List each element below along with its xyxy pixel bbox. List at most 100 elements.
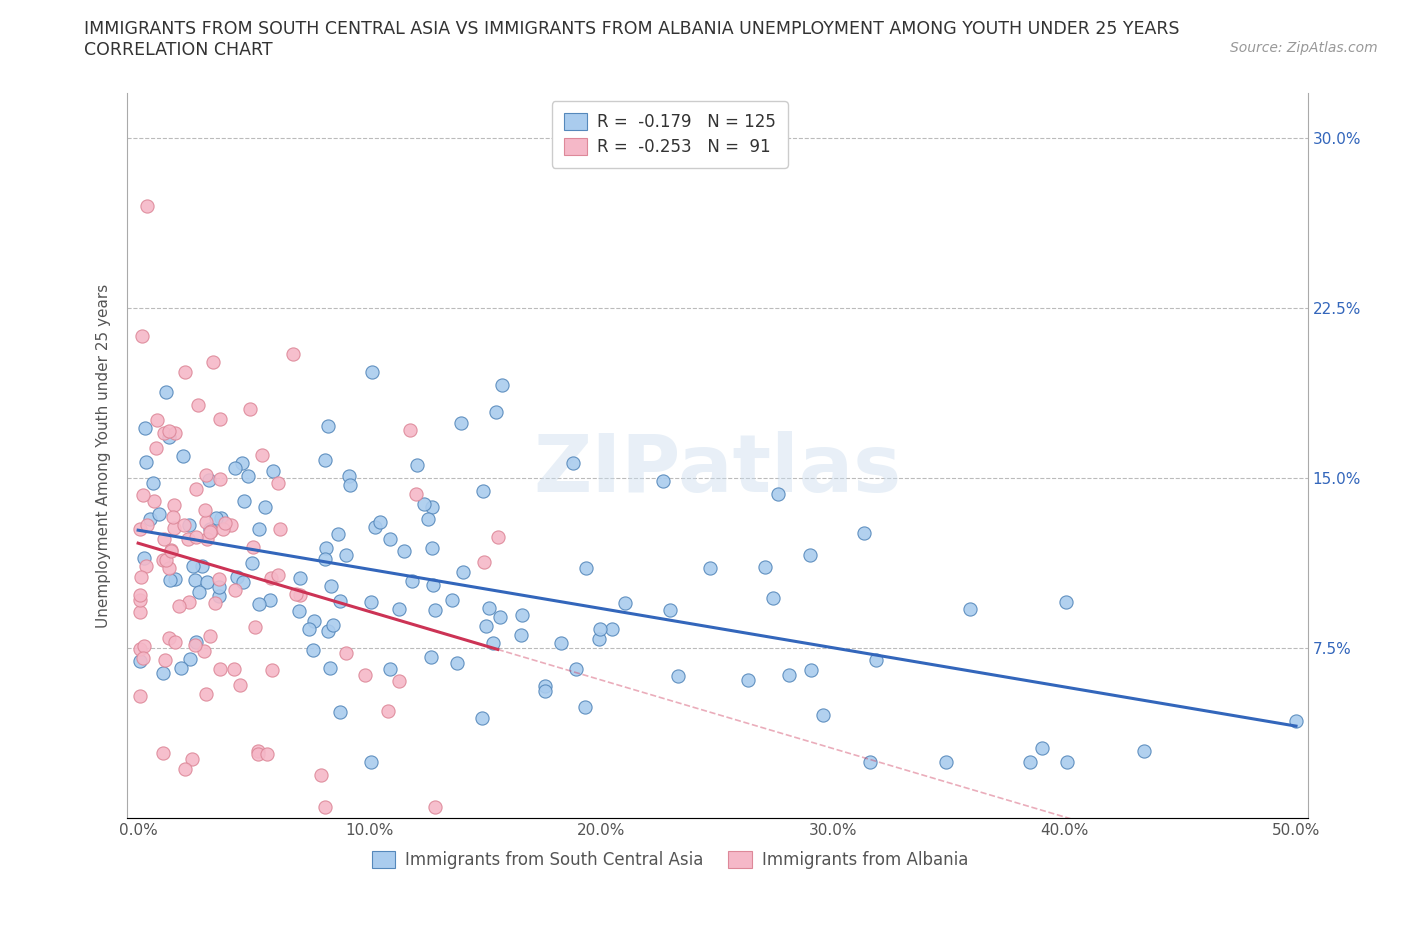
Point xyxy=(360,594,382,609)
Point xyxy=(229,678,252,693)
Point xyxy=(262,464,284,479)
Point xyxy=(247,597,270,612)
Point xyxy=(491,378,513,392)
Point xyxy=(204,595,226,610)
Point xyxy=(368,514,391,529)
Point xyxy=(260,663,283,678)
Point xyxy=(489,609,512,624)
Point xyxy=(484,405,506,419)
Point xyxy=(135,455,157,470)
Point xyxy=(172,448,194,463)
Point xyxy=(302,613,325,628)
Point xyxy=(160,542,183,557)
Point xyxy=(177,532,200,547)
Point xyxy=(288,604,311,618)
Point xyxy=(169,599,191,614)
Point xyxy=(475,618,498,633)
Point xyxy=(155,385,177,400)
Point xyxy=(441,592,464,607)
Point xyxy=(316,418,339,433)
Point xyxy=(173,517,195,532)
Point xyxy=(335,645,357,660)
Point xyxy=(337,469,360,484)
Point xyxy=(575,560,598,575)
Point xyxy=(778,668,800,683)
Point xyxy=(186,482,208,497)
Point xyxy=(131,488,153,503)
Point xyxy=(360,365,382,379)
Point xyxy=(239,402,262,417)
Point xyxy=(131,328,153,343)
Point xyxy=(311,767,333,782)
Text: CORRELATION CHART: CORRELATION CHART xyxy=(84,41,273,59)
Point xyxy=(148,507,170,522)
Point xyxy=(651,473,673,488)
Point xyxy=(247,522,270,537)
Point xyxy=(163,521,186,536)
Point xyxy=(1054,595,1077,610)
Point xyxy=(222,661,245,676)
Point xyxy=(135,518,157,533)
Point xyxy=(129,604,152,619)
Point xyxy=(423,602,446,617)
Point xyxy=(561,456,583,471)
Point xyxy=(195,514,218,529)
Point xyxy=(198,521,221,536)
Point xyxy=(589,622,612,637)
Point xyxy=(399,422,422,437)
Point xyxy=(179,595,201,610)
Point xyxy=(252,448,274,463)
Point xyxy=(285,587,308,602)
Point xyxy=(1031,740,1053,755)
Point xyxy=(425,800,447,815)
Point xyxy=(129,642,152,657)
Point xyxy=(187,398,209,413)
Point xyxy=(859,754,882,769)
Point xyxy=(666,669,689,684)
Point xyxy=(208,579,231,594)
Point xyxy=(1285,713,1308,728)
Point xyxy=(416,512,439,526)
Point xyxy=(422,578,444,592)
Point xyxy=(194,502,217,517)
Point xyxy=(315,540,337,555)
Point xyxy=(162,498,184,512)
Point xyxy=(378,661,401,676)
Point xyxy=(260,571,283,586)
Point xyxy=(392,543,415,558)
Point xyxy=(1019,754,1042,769)
Point xyxy=(471,711,494,725)
Point xyxy=(209,511,232,525)
Point xyxy=(200,525,222,539)
Point xyxy=(236,469,259,484)
Text: ZIPatlas: ZIPatlas xyxy=(533,432,901,510)
Point xyxy=(153,653,176,668)
Point xyxy=(486,530,509,545)
Point xyxy=(205,511,228,525)
Point xyxy=(613,596,636,611)
Point xyxy=(170,660,193,675)
Point xyxy=(201,354,224,369)
Point xyxy=(510,607,533,622)
Point xyxy=(139,512,162,526)
Point xyxy=(132,551,155,565)
Point xyxy=(180,752,202,767)
Point xyxy=(813,707,835,722)
Point xyxy=(225,569,247,584)
Point xyxy=(800,662,823,677)
Point xyxy=(405,486,427,501)
Point xyxy=(129,592,152,607)
Point xyxy=(1133,743,1156,758)
Point xyxy=(256,747,278,762)
Point xyxy=(153,532,176,547)
Point xyxy=(401,573,423,588)
Point xyxy=(232,493,254,508)
Point xyxy=(534,684,557,698)
Point xyxy=(242,539,264,554)
Point xyxy=(157,424,180,439)
Point xyxy=(852,525,875,540)
Point xyxy=(388,673,411,688)
Point xyxy=(240,556,263,571)
Point xyxy=(208,472,231,486)
Point xyxy=(509,628,531,643)
